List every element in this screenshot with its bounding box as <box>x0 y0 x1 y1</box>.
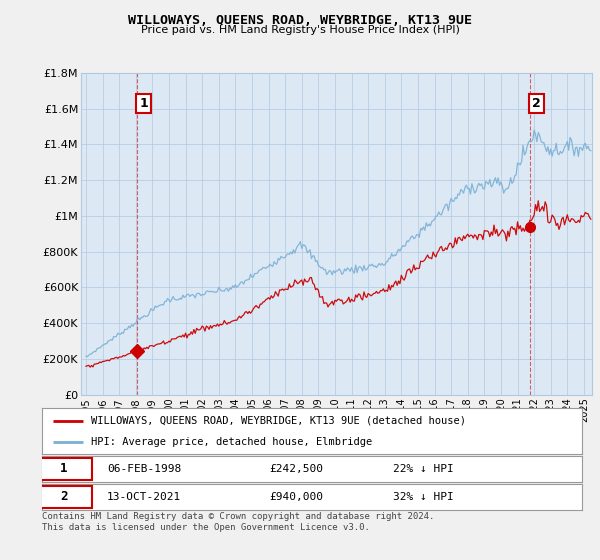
Text: HPI: Average price, detached house, Elmbridge: HPI: Average price, detached house, Elmb… <box>91 437 372 447</box>
Text: 1: 1 <box>60 463 67 475</box>
Text: WILLOWAYS, QUEENS ROAD, WEYBRIDGE, KT13 9UE (detached house): WILLOWAYS, QUEENS ROAD, WEYBRIDGE, KT13 … <box>91 416 466 426</box>
Text: 32% ↓ HPI: 32% ↓ HPI <box>393 492 454 502</box>
Text: £940,000: £940,000 <box>269 492 323 502</box>
Text: Price paid vs. HM Land Registry's House Price Index (HPI): Price paid vs. HM Land Registry's House … <box>140 25 460 35</box>
FancyBboxPatch shape <box>35 486 92 508</box>
FancyBboxPatch shape <box>35 458 92 480</box>
Text: WILLOWAYS, QUEENS ROAD, WEYBRIDGE, KT13 9UE: WILLOWAYS, QUEENS ROAD, WEYBRIDGE, KT13 … <box>128 14 472 27</box>
Text: 1: 1 <box>139 97 148 110</box>
Text: 2: 2 <box>60 491 67 503</box>
Text: 13-OCT-2021: 13-OCT-2021 <box>107 492 181 502</box>
Text: Contains HM Land Registry data © Crown copyright and database right 2024.
This d: Contains HM Land Registry data © Crown c… <box>42 512 434 532</box>
Text: £242,500: £242,500 <box>269 464 323 474</box>
Text: 2: 2 <box>532 97 541 110</box>
Text: 22% ↓ HPI: 22% ↓ HPI <box>393 464 454 474</box>
Text: 06-FEB-1998: 06-FEB-1998 <box>107 464 181 474</box>
